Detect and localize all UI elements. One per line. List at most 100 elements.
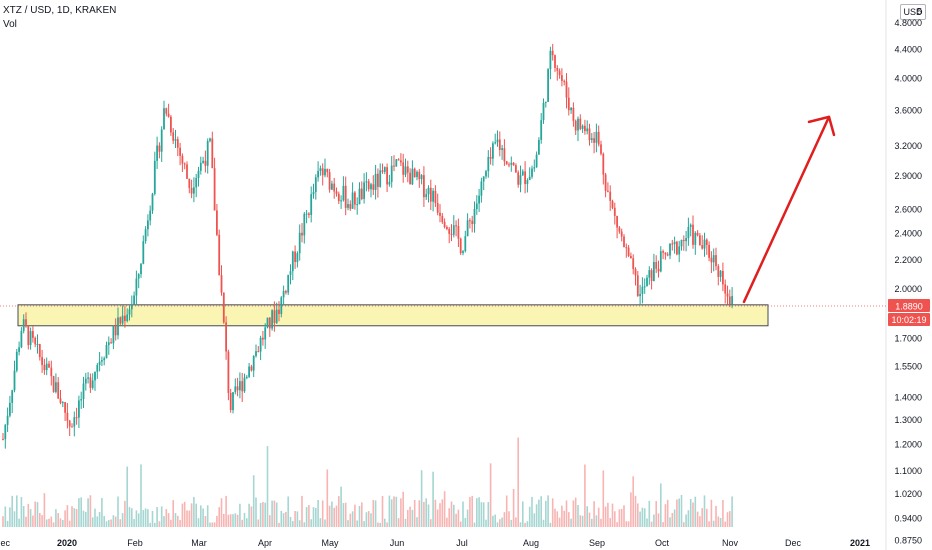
volume-bar [568, 512, 570, 527]
candle-body [291, 251, 294, 272]
volume-bar [448, 508, 450, 527]
volume-bar [328, 505, 331, 527]
candle-body [213, 168, 216, 211]
volume-bar [388, 495, 391, 527]
volume-bar [554, 508, 556, 527]
volume-bar [296, 511, 299, 527]
volume-bar [344, 502, 347, 527]
volume-bar [630, 492, 632, 527]
volume-bar [186, 510, 188, 527]
candle-body [393, 165, 395, 167]
volume-bar [128, 507, 131, 527]
volume-bar [282, 513, 285, 527]
y-tick-label: 3.2000 [894, 141, 922, 151]
candle-body [549, 50, 552, 70]
candle-body [616, 215, 618, 228]
candle-body [190, 187, 193, 194]
volume-bar [135, 510, 138, 527]
candle-body [533, 167, 536, 169]
candle-body [671, 243, 674, 245]
candle-body [584, 125, 586, 132]
volume-bar [494, 514, 496, 527]
volume-bar [678, 498, 680, 527]
x-tick-label: Sep [589, 538, 605, 548]
volume-bar [32, 515, 34, 527]
volume-bar [234, 513, 237, 527]
y-tick-label: 4.0000 [894, 73, 922, 83]
candle-body [96, 364, 99, 372]
volume-bar [471, 495, 473, 527]
candle-body [45, 363, 48, 371]
volume-bar [482, 502, 485, 527]
y-tick-label: 1.2000 [894, 439, 922, 449]
candle-body [413, 168, 416, 178]
y-tick-label: 4.4000 [894, 44, 922, 54]
volume-bar [202, 508, 204, 527]
candle-body [211, 138, 214, 169]
volume-bar [393, 496, 395, 527]
volume-bar [59, 518, 62, 527]
candle-body [600, 144, 602, 154]
volume-bar [101, 497, 103, 527]
volume-bar [561, 505, 563, 527]
volume-bar [563, 510, 565, 527]
volume-bar [319, 518, 322, 527]
candle-body [485, 171, 487, 177]
candle-body [625, 247, 628, 249]
candle-body [512, 162, 515, 166]
volume-bar [170, 519, 172, 527]
candle-body [344, 185, 347, 208]
candle-body [526, 180, 529, 185]
candle-body [335, 191, 338, 194]
volume-bar [402, 491, 404, 527]
candle-body [717, 266, 720, 277]
candle-body [241, 381, 244, 392]
volume-bar [586, 506, 588, 527]
volume-bar [229, 514, 232, 527]
volume-bar [298, 520, 301, 527]
volume-bar [183, 501, 186, 527]
candle-body [305, 213, 308, 215]
y-tick-label: 2.9000 [894, 171, 922, 181]
candle-body [708, 244, 710, 258]
candle-body [613, 207, 616, 216]
candle-body [682, 239, 685, 242]
candle-body [59, 398, 62, 403]
volume-bar [223, 513, 225, 527]
volume-bar [685, 514, 687, 527]
candle-body [158, 145, 161, 152]
volume-bar [338, 496, 340, 527]
candle-body [377, 173, 379, 187]
candle-body [29, 331, 32, 346]
volume-bar [558, 517, 561, 527]
volume-bar [492, 515, 494, 527]
volume-bar [540, 496, 542, 527]
currency-unit-button[interactable]: USD [900, 4, 926, 20]
projection-arrow-head [807, 115, 836, 137]
candle-body [78, 400, 80, 418]
volume-bar [588, 512, 591, 527]
volume-bar [390, 499, 393, 527]
volume-bar [547, 495, 549, 527]
volume-bar [349, 513, 352, 527]
candle-body [349, 204, 352, 209]
candle-body [303, 213, 306, 236]
volume-bar [315, 507, 317, 527]
volume-bar [312, 507, 315, 527]
candle-body [540, 120, 543, 140]
candle-body [556, 67, 559, 71]
candle-body [586, 128, 589, 132]
candle-body [218, 234, 221, 276]
volume-bar [117, 496, 119, 527]
candle-body [324, 168, 326, 176]
candle-body [655, 261, 658, 269]
candle-body [498, 139, 501, 150]
candle-body [135, 278, 138, 296]
volume-bar [420, 470, 423, 527]
volume-bar [294, 510, 296, 527]
candle-body [370, 184, 372, 190]
volume-bar [289, 516, 292, 527]
candle-body [202, 160, 204, 163]
candle-body [379, 170, 382, 187]
